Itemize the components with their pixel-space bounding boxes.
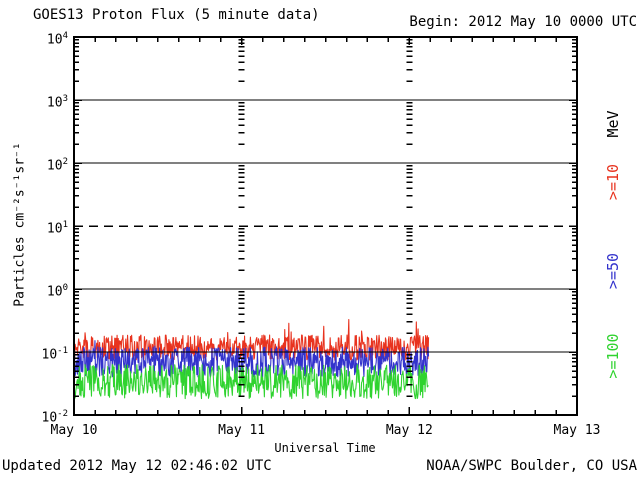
y-tick-label-10e4: 104: [46, 31, 68, 48]
y-tick-label-10e0: 100: [46, 283, 68, 300]
right-axis-label-100: >=100: [604, 333, 622, 379]
x-tick-label-may-11: May 11: [218, 423, 266, 438]
y-tick-label-10e1: 101: [46, 220, 68, 237]
plot-frame: [73, 36, 578, 416]
updated-timestamp: Updated 2012 May 12 02:46:02 UTC: [2, 458, 272, 474]
trace-100: [73, 364, 429, 400]
y-tick-label-10e-2: 10-2: [41, 409, 69, 426]
y-tick-label-10e-1: 10-1: [41, 346, 69, 363]
y-tick-label-10e3: 103: [46, 94, 68, 111]
x-tick-label-may-10: May 10: [50, 423, 98, 438]
source-attribution: NOAA/SWPC Boulder, CO USA: [426, 458, 637, 474]
begin-timestamp: Begin: 2012 May 10 0000 UTC: [409, 14, 637, 30]
x-axis-label: Universal Time: [274, 441, 376, 455]
x-tick-label-may-12: May 12: [385, 423, 433, 438]
y-tick-label-10e2: 102: [46, 157, 68, 174]
chart-title: GOES13 Proton Flux (5 minute data): [33, 7, 320, 23]
x-tick-label-may-13: May 13: [553, 423, 601, 438]
trace-50: [73, 340, 430, 378]
